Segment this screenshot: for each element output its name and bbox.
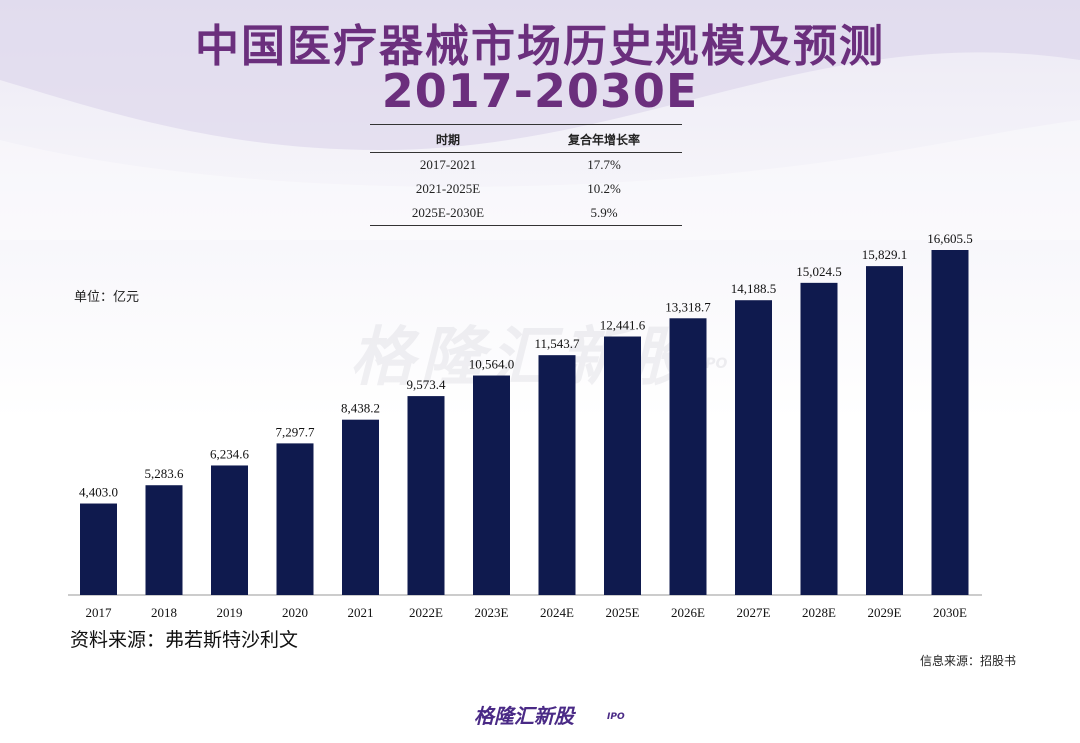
- bar-2030E: [931, 250, 969, 595]
- x-tick-2022E: 2022E: [409, 605, 443, 620]
- data-label-2030E: 16,605.5: [927, 231, 973, 246]
- chart-title: 中国医疗器械市场历史规模及预测: [195, 21, 885, 72]
- row-cagr: 10.2%: [587, 181, 621, 196]
- bar-2022E: [407, 396, 445, 595]
- cagr-table: 时期 复合年增长率 2017-2021 17.7% 2021-2025E 10.…: [370, 124, 682, 226]
- row-cagr: 5.9%: [526, 201, 682, 226]
- bar-2020: [276, 443, 314, 595]
- data-label-2029E: 15,829.1: [862, 247, 908, 262]
- data-label-2024E: 11,543.7: [534, 336, 580, 351]
- background-wave: [0, 0, 1080, 240]
- x-tick-2020: 2020: [282, 605, 308, 620]
- chart-subtitle: 2017-2030E: [381, 64, 699, 118]
- table-row: 2025E-2030E 5.9%: [370, 201, 682, 226]
- data-label-2026E: 13,318.7: [665, 299, 711, 314]
- brand-logo-sub: IPO: [607, 712, 625, 722]
- x-tick-2026E: 2026E: [671, 605, 705, 620]
- bar-2025E: [604, 336, 641, 595]
- bar-2024E: [538, 355, 576, 595]
- x-tick-2021: 2021: [348, 605, 374, 620]
- data-label-2022E: 9,573.4: [407, 377, 447, 392]
- bar-2028E: [800, 282, 838, 595]
- data-label-2025E: 12,441.6: [600, 318, 646, 333]
- bar-2021: [342, 419, 379, 595]
- data-label-2028E: 15,024.5: [796, 264, 842, 279]
- brand-logo: 格隆汇新股: [474, 704, 574, 728]
- x-tick-2019: 2019: [217, 605, 243, 620]
- data-label-2018: 5,283.6: [145, 466, 185, 481]
- data-label-2021: 8,438.2: [341, 401, 380, 416]
- row-period: 2025E-2030E: [370, 201, 526, 226]
- bar-2019: [211, 465, 248, 595]
- data-label-2027E: 14,188.5: [731, 281, 777, 296]
- x-tick-2017: 2017: [86, 605, 113, 620]
- x-tick-2023E: 2023E: [475, 605, 509, 620]
- x-tick-2028E: 2028E: [802, 605, 836, 620]
- data-label-2017: 4,403.0: [79, 485, 118, 500]
- x-tick-2029E: 2029E: [868, 605, 902, 620]
- bar-2029E: [866, 266, 903, 595]
- data-label-2023E: 10,564.0: [469, 357, 515, 372]
- watermark-sub: IPO: [700, 356, 728, 372]
- data-label-2019: 6,234.6: [210, 446, 250, 461]
- data-label-2020: 7,297.7: [276, 424, 316, 439]
- table-row: 2017-2021 17.7%: [370, 153, 682, 178]
- x-tick-2025E: 2025E: [606, 605, 640, 620]
- row-cagr: 17.7%: [587, 157, 621, 172]
- bar-2023E: [473, 375, 510, 595]
- header-cagr: 复合年增长率: [526, 124, 682, 153]
- x-tick-2030E: 2030E: [933, 605, 967, 620]
- bar-2017: [80, 503, 117, 595]
- bar-2027E: [735, 300, 772, 595]
- unit-label: 单位：亿元: [74, 290, 140, 305]
- x-tick-2018: 2018: [151, 605, 177, 620]
- cagr-table-header: 时期 复合年增长率: [370, 124, 682, 153]
- row-period: 2017-2021: [419, 157, 477, 172]
- bar-2018: [145, 485, 183, 595]
- x-tick-2027E: 2027E: [737, 605, 771, 620]
- data-source: 资料来源：弗若斯特沙利文: [70, 629, 299, 651]
- table-row: 2021-2025E 10.2%: [370, 177, 682, 201]
- info-source: 信息来源：招股书: [920, 654, 1017, 668]
- row-period: 2021-2025E: [415, 181, 481, 196]
- header-period: 时期: [370, 124, 526, 153]
- x-tick-2024E: 2024E: [540, 605, 574, 620]
- bar-2026E: [669, 318, 707, 595]
